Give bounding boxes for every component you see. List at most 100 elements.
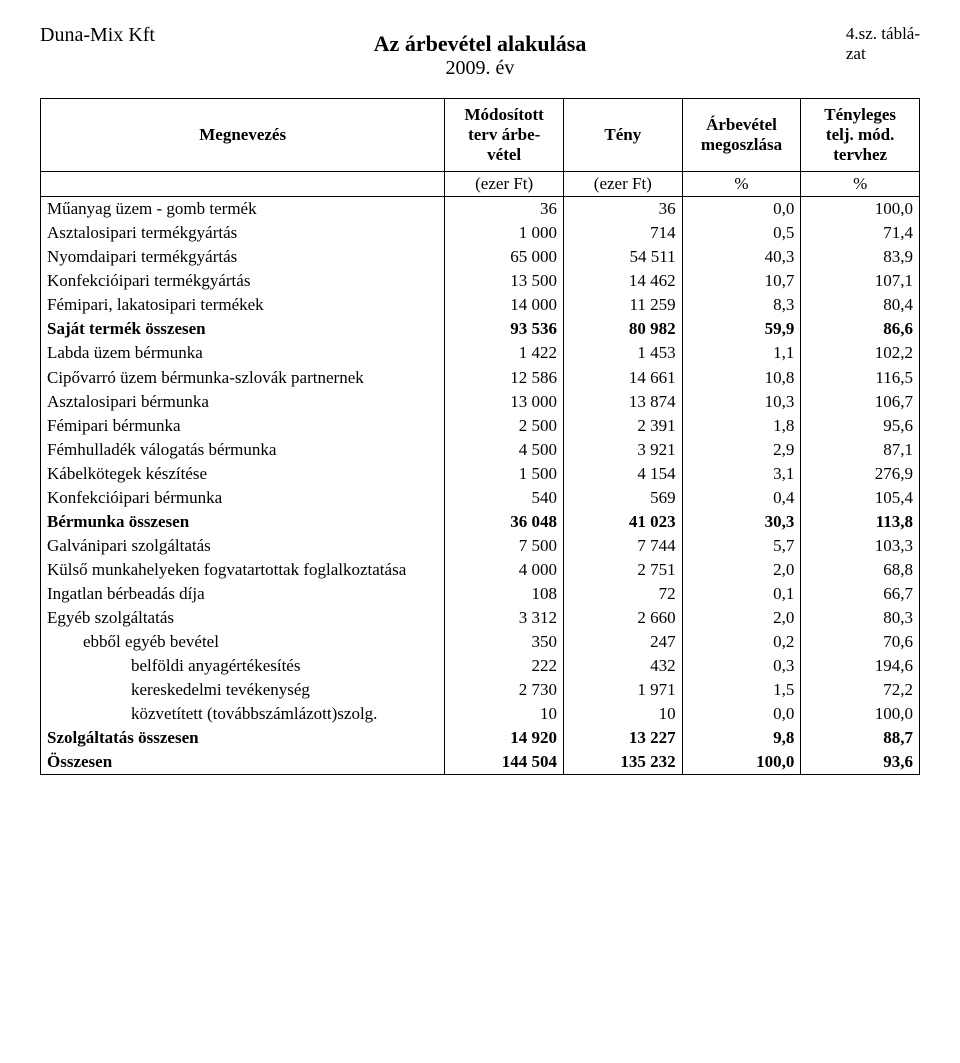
cell-name: Egyéb szolgáltatás bbox=[41, 606, 445, 630]
cell-name: ebből egyéb bevétel bbox=[41, 630, 445, 654]
cell-share: 3,1 bbox=[682, 462, 801, 486]
cell-fact: 54 511 bbox=[564, 245, 683, 269]
col-share: Árbevétel megoszlása bbox=[682, 99, 801, 172]
table-row: Galvánipari szolgáltatás7 5007 7445,7103… bbox=[41, 534, 920, 558]
cell-ratio: 106,7 bbox=[801, 390, 920, 414]
cell-ratio: 113,8 bbox=[801, 510, 920, 534]
cell-share: 5,7 bbox=[682, 534, 801, 558]
cell-fact: 72 bbox=[564, 582, 683, 606]
cell-share: 10,7 bbox=[682, 269, 801, 293]
cell-plan: 222 bbox=[445, 654, 564, 678]
table-row: belföldi anyagértékesítés2224320,3194,6 bbox=[41, 654, 920, 678]
table-row: Fémipari, lakatosipari termékek14 00011 … bbox=[41, 293, 920, 317]
cell-share: 100,0 bbox=[682, 750, 801, 775]
table-row: Saját termék összesen93 53680 98259,986,… bbox=[41, 317, 920, 341]
cell-share: 0,5 bbox=[682, 221, 801, 245]
cell-plan: 12 586 bbox=[445, 366, 564, 390]
table-row: Konfekcióipari termékgyártás13 50014 462… bbox=[41, 269, 920, 293]
cell-name: Konfekcióipari bérmunka bbox=[41, 486, 445, 510]
table-number-line1: 4.sz. táblá- bbox=[846, 24, 920, 44]
cell-fact: 247 bbox=[564, 630, 683, 654]
cell-ratio: 87,1 bbox=[801, 438, 920, 462]
cell-ratio: 102,2 bbox=[801, 341, 920, 365]
table-row: Műanyag üzem - gomb termék36360,0100,0 bbox=[41, 197, 920, 222]
cell-share: 1,5 bbox=[682, 678, 801, 702]
table-row: Összesen144 504135 232100,093,6 bbox=[41, 750, 920, 775]
table-body: Műanyag üzem - gomb termék36360,0100,0As… bbox=[41, 197, 920, 775]
cell-fact: 135 232 bbox=[564, 750, 683, 775]
table-row: Külső munkahelyeken fogvatartottak fogla… bbox=[41, 558, 920, 582]
cell-name: kereskedelmi tevékenység bbox=[41, 678, 445, 702]
table-number-line2: zat bbox=[846, 44, 920, 64]
cell-plan: 93 536 bbox=[445, 317, 564, 341]
cell-fact: 80 982 bbox=[564, 317, 683, 341]
cell-plan: 10 bbox=[445, 702, 564, 726]
cell-plan: 65 000 bbox=[445, 245, 564, 269]
cell-name: Konfekcióipari termékgyártás bbox=[41, 269, 445, 293]
cell-fact: 14 661 bbox=[564, 366, 683, 390]
cell-plan: 144 504 bbox=[445, 750, 564, 775]
unit-ratio: % bbox=[801, 172, 920, 197]
cell-ratio: 72,2 bbox=[801, 678, 920, 702]
table-row: Fémipari bérmunka2 5002 3911,895,6 bbox=[41, 414, 920, 438]
cell-ratio: 86,6 bbox=[801, 317, 920, 341]
cell-plan: 4 500 bbox=[445, 438, 564, 462]
cell-fact: 1 453 bbox=[564, 341, 683, 365]
table-row: Asztalosipari bérmunka13 00013 87410,310… bbox=[41, 390, 920, 414]
cell-plan: 13 500 bbox=[445, 269, 564, 293]
unit-fact: (ezer Ft) bbox=[564, 172, 683, 197]
cell-share: 8,3 bbox=[682, 293, 801, 317]
cell-ratio: 71,4 bbox=[801, 221, 920, 245]
cell-share: 2,0 bbox=[682, 606, 801, 630]
cell-ratio: 93,6 bbox=[801, 750, 920, 775]
cell-ratio: 95,6 bbox=[801, 414, 920, 438]
cell-share: 30,3 bbox=[682, 510, 801, 534]
cell-fact: 2 751 bbox=[564, 558, 683, 582]
unit-plan: (ezer Ft) bbox=[445, 172, 564, 197]
cell-ratio: 116,5 bbox=[801, 366, 920, 390]
cell-plan: 350 bbox=[445, 630, 564, 654]
cell-fact: 4 154 bbox=[564, 462, 683, 486]
table-row: közvetített (továbbszámlázott)szolg.1010… bbox=[41, 702, 920, 726]
cell-share: 2,9 bbox=[682, 438, 801, 462]
cell-ratio: 70,6 bbox=[801, 630, 920, 654]
cell-name: Ingatlan bérbeadás díja bbox=[41, 582, 445, 606]
cell-share: 1,1 bbox=[682, 341, 801, 365]
table-row: Ingatlan bérbeadás díja108720,166,7 bbox=[41, 582, 920, 606]
cell-plan: 1 500 bbox=[445, 462, 564, 486]
table-number: 4.sz. táblá- zat bbox=[846, 24, 920, 63]
cell-name: Cipővarró üzem bérmunka-szlovák partnern… bbox=[41, 366, 445, 390]
unit-share: % bbox=[682, 172, 801, 197]
cell-name: Műanyag üzem - gomb termék bbox=[41, 197, 445, 222]
table-row: Egyéb szolgáltatás3 3122 6602,080,3 bbox=[41, 606, 920, 630]
cell-plan: 108 bbox=[445, 582, 564, 606]
cell-name: Asztalosipari termékgyártás bbox=[41, 221, 445, 245]
cell-ratio: 103,3 bbox=[801, 534, 920, 558]
cell-fact: 11 259 bbox=[564, 293, 683, 317]
cell-name: Kábelkötegek készítése bbox=[41, 462, 445, 486]
cell-name: Szolgáltatás összesen bbox=[41, 726, 445, 750]
table-row: kereskedelmi tevékenység2 7301 9711,572,… bbox=[41, 678, 920, 702]
cell-fact: 14 462 bbox=[564, 269, 683, 293]
cell-ratio: 100,0 bbox=[801, 702, 920, 726]
table-row: Nyomdaipari termékgyártás65 00054 51140,… bbox=[41, 245, 920, 269]
cell-fact: 569 bbox=[564, 486, 683, 510]
cell-fact: 1 971 bbox=[564, 678, 683, 702]
table-row: Fémhulladék válogatás bérmunka4 5003 921… bbox=[41, 438, 920, 462]
cell-share: 0,0 bbox=[682, 197, 801, 222]
cell-share: 0,4 bbox=[682, 486, 801, 510]
cell-name: Asztalosipari bérmunka bbox=[41, 390, 445, 414]
table-row: Bérmunka összesen36 04841 02330,3113,8 bbox=[41, 510, 920, 534]
cell-plan: 14 920 bbox=[445, 726, 564, 750]
cell-share: 2,0 bbox=[682, 558, 801, 582]
cell-name: Fémipari bérmunka bbox=[41, 414, 445, 438]
cell-ratio: 83,9 bbox=[801, 245, 920, 269]
cell-fact: 13 227 bbox=[564, 726, 683, 750]
cell-name: Labda üzem bérmunka bbox=[41, 341, 445, 365]
cell-name: Saját termék összesen bbox=[41, 317, 445, 341]
cell-share: 0,2 bbox=[682, 630, 801, 654]
unit-row: (ezer Ft) (ezer Ft) % % bbox=[41, 172, 920, 197]
cell-fact: 3 921 bbox=[564, 438, 683, 462]
cell-fact: 7 744 bbox=[564, 534, 683, 558]
cell-fact: 2 391 bbox=[564, 414, 683, 438]
